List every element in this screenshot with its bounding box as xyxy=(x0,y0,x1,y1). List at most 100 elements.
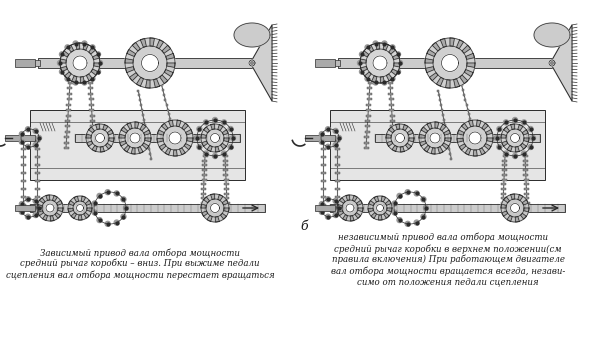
Bar xyxy=(223,169,228,171)
Bar xyxy=(451,158,452,160)
Bar xyxy=(137,90,139,91)
Polygon shape xyxy=(103,125,108,131)
Bar xyxy=(365,114,371,117)
Circle shape xyxy=(25,144,31,149)
Bar xyxy=(446,134,448,135)
Circle shape xyxy=(197,144,202,150)
Bar xyxy=(500,197,506,199)
Circle shape xyxy=(25,127,31,132)
Bar xyxy=(502,169,507,171)
Bar xyxy=(175,142,177,144)
Text: сцепления вал отбора мощности перестает вращаться: сцепления вал отбора мощности перестает … xyxy=(5,270,274,280)
Polygon shape xyxy=(502,141,508,146)
Circle shape xyxy=(373,41,378,46)
Bar xyxy=(463,94,465,96)
Circle shape xyxy=(33,199,38,204)
Polygon shape xyxy=(381,196,386,202)
Circle shape xyxy=(512,118,517,122)
Circle shape xyxy=(203,151,209,156)
Circle shape xyxy=(37,195,63,221)
Bar xyxy=(391,136,396,138)
Polygon shape xyxy=(461,123,468,130)
Bar xyxy=(20,140,25,142)
Bar xyxy=(20,164,25,166)
Bar xyxy=(201,193,206,195)
Circle shape xyxy=(501,124,529,152)
Polygon shape xyxy=(124,145,130,152)
Polygon shape xyxy=(502,211,508,216)
Circle shape xyxy=(395,134,404,143)
Bar xyxy=(149,153,151,155)
Polygon shape xyxy=(202,211,208,216)
Polygon shape xyxy=(80,77,85,83)
Polygon shape xyxy=(356,200,362,205)
Circle shape xyxy=(37,135,41,140)
Polygon shape xyxy=(507,216,512,221)
Bar xyxy=(448,143,449,145)
Bar xyxy=(67,87,72,89)
Polygon shape xyxy=(166,53,175,60)
Circle shape xyxy=(37,205,41,211)
Bar xyxy=(151,158,152,160)
Polygon shape xyxy=(83,44,88,50)
Circle shape xyxy=(211,134,220,143)
Bar xyxy=(390,125,395,127)
Polygon shape xyxy=(218,195,223,200)
Bar xyxy=(202,183,206,185)
Polygon shape xyxy=(68,45,74,52)
Circle shape xyxy=(73,41,78,46)
Polygon shape xyxy=(92,146,97,151)
Polygon shape xyxy=(65,72,71,79)
Polygon shape xyxy=(135,122,139,128)
Polygon shape xyxy=(167,63,175,68)
Bar xyxy=(202,169,207,171)
Bar xyxy=(20,148,25,150)
Circle shape xyxy=(97,193,102,199)
Polygon shape xyxy=(109,138,114,142)
Polygon shape xyxy=(84,212,89,218)
Bar xyxy=(202,160,208,162)
Bar xyxy=(320,156,325,158)
Bar xyxy=(142,114,144,116)
Polygon shape xyxy=(218,125,223,131)
Bar xyxy=(335,148,340,150)
Circle shape xyxy=(360,43,400,83)
Polygon shape xyxy=(133,42,140,51)
Bar xyxy=(524,202,530,204)
Bar xyxy=(367,87,372,89)
Polygon shape xyxy=(394,63,400,67)
Polygon shape xyxy=(358,208,363,212)
Circle shape xyxy=(430,133,440,143)
Bar xyxy=(502,160,508,162)
Bar xyxy=(35,156,40,158)
Bar xyxy=(163,94,165,96)
Bar xyxy=(164,99,166,101)
Polygon shape xyxy=(127,49,136,57)
Bar xyxy=(461,85,463,86)
Polygon shape xyxy=(131,148,135,154)
Polygon shape xyxy=(425,58,433,63)
Polygon shape xyxy=(419,134,425,138)
Circle shape xyxy=(124,205,128,211)
Polygon shape xyxy=(458,130,464,135)
Circle shape xyxy=(19,209,25,215)
Circle shape xyxy=(392,201,397,206)
Bar xyxy=(20,204,25,206)
Bar xyxy=(478,152,479,154)
Circle shape xyxy=(228,144,233,150)
Polygon shape xyxy=(445,138,451,142)
Polygon shape xyxy=(201,134,206,138)
Circle shape xyxy=(92,210,97,215)
Polygon shape xyxy=(56,200,62,205)
Text: вал отбора мощности вращается всегда, незави-: вал отбора мощности вращается всегда, не… xyxy=(331,266,565,276)
Bar xyxy=(501,188,506,190)
Circle shape xyxy=(325,214,331,219)
Polygon shape xyxy=(50,216,54,221)
Circle shape xyxy=(359,69,364,74)
Polygon shape xyxy=(158,130,164,135)
Bar xyxy=(389,98,394,100)
Bar xyxy=(470,123,472,125)
Polygon shape xyxy=(534,23,570,47)
Bar xyxy=(438,94,440,97)
Circle shape xyxy=(201,124,229,152)
